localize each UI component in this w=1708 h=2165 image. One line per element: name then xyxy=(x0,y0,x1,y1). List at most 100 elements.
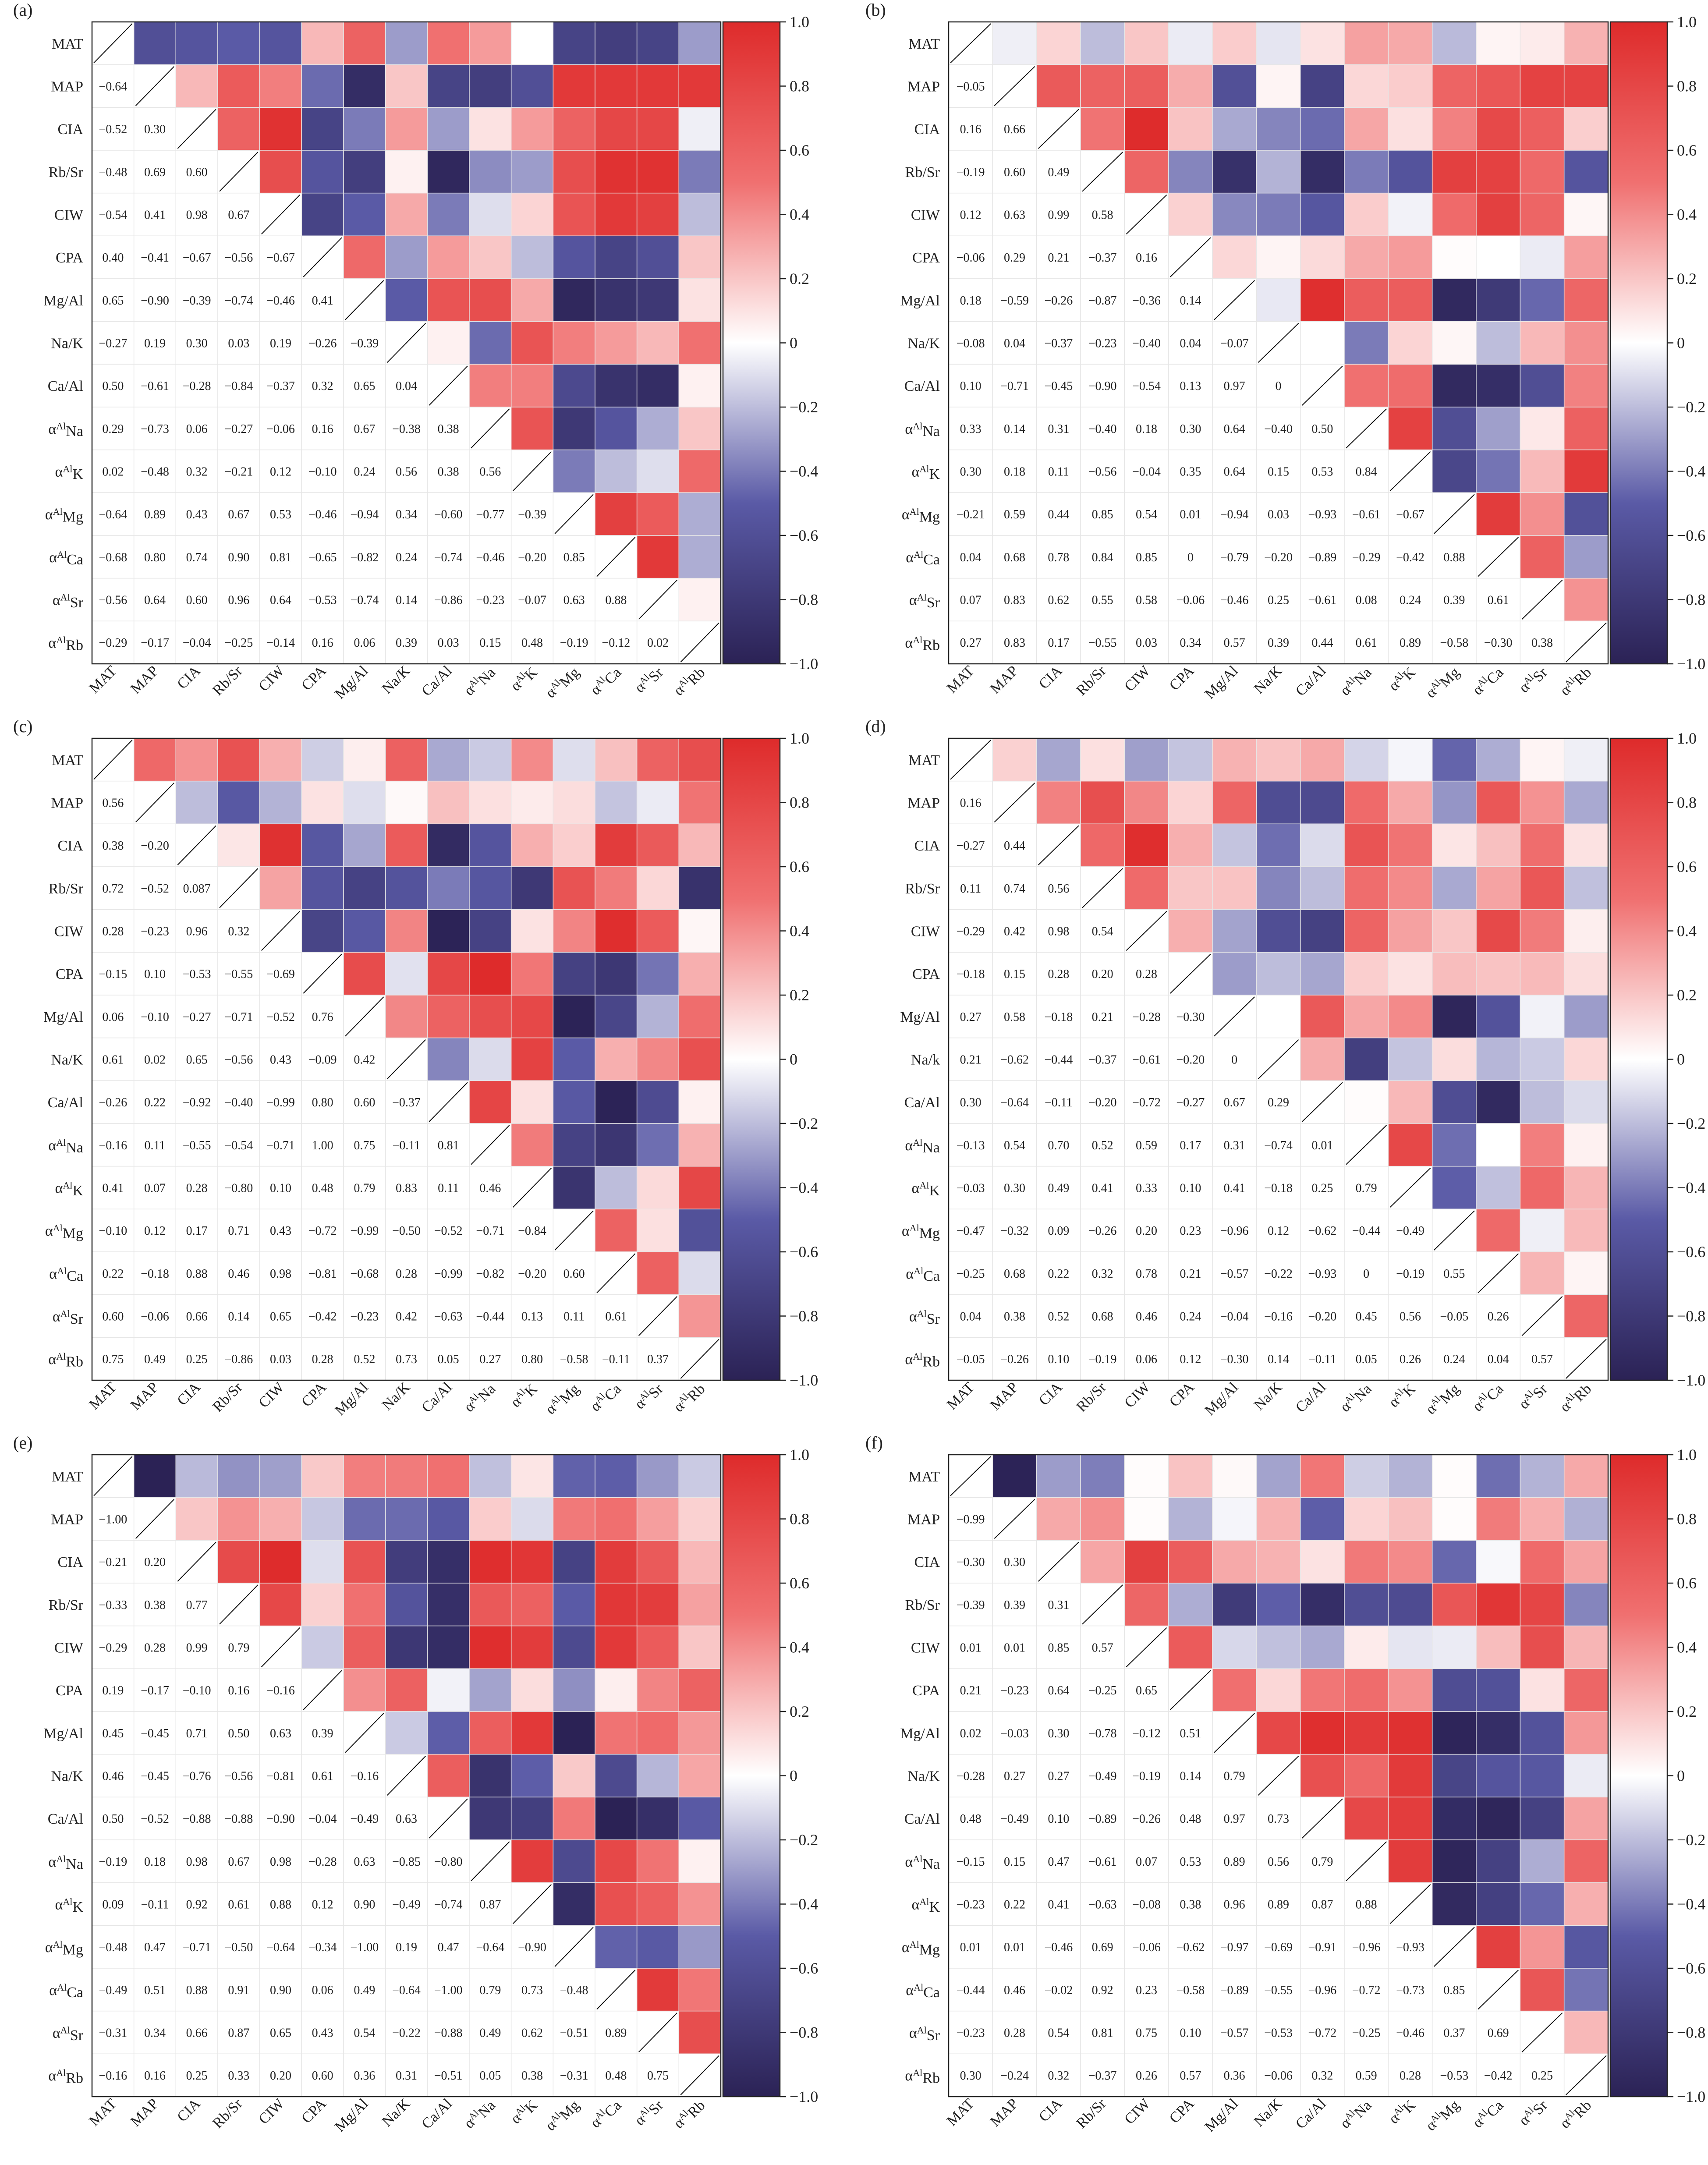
heatmap-color-cell xyxy=(469,1796,512,1840)
heatmap-value-cell xyxy=(92,1839,135,1883)
heatmap-color-cell xyxy=(1212,909,1257,953)
correlation-value: 0.36 xyxy=(354,2069,375,2083)
correlation-value: −0.40 xyxy=(1264,422,1293,436)
column-label: αAlCa xyxy=(1469,663,1507,700)
diagonal-slash xyxy=(303,953,342,994)
row-label: αAlSr xyxy=(909,2025,940,2044)
heatmap-color-cell xyxy=(595,1839,638,1883)
correlation-value: 0.22 xyxy=(102,1267,124,1281)
correlation-value: 0.48 xyxy=(960,1812,982,1826)
heatmap-color-cell xyxy=(217,1454,260,1498)
correlation-value: 0.49 xyxy=(479,2027,501,2040)
heatmap-value-cell xyxy=(133,1251,177,1295)
heatmap-value-cell xyxy=(1300,1882,1345,1926)
heatmap-color-cell xyxy=(1344,150,1389,194)
correlation-value: 0.99 xyxy=(1048,209,1069,222)
correlation-value: 0.32 xyxy=(186,465,208,479)
heatmap-color-cell xyxy=(343,235,386,279)
heatmap-color-cell xyxy=(1300,780,1345,825)
correlation-value: 0.24 xyxy=(1400,594,1421,607)
correlation-value: 0.39 xyxy=(396,636,417,650)
correlation-value: 0.04 xyxy=(396,379,417,393)
heatmap-color-cell xyxy=(636,1882,680,1926)
correlation-value: 0.24 xyxy=(1180,1310,1201,1324)
heatmap-value-cell xyxy=(1388,1251,1433,1295)
heatmap-color-cell xyxy=(1388,780,1433,825)
row-label: αAlRb xyxy=(48,634,83,653)
heatmap-value-cell xyxy=(1036,1251,1081,1295)
heatmap-color-cell xyxy=(1388,823,1433,867)
heatmap-value-cell xyxy=(92,1294,135,1338)
heatmap-color-cell xyxy=(343,952,386,996)
diagonal-slash xyxy=(1126,194,1167,235)
heatmap-color-cell xyxy=(175,1497,218,1541)
colorbar-tick-label: 0 xyxy=(790,1051,797,1068)
heatmap-color-cell xyxy=(1476,1540,1521,1584)
correlation-value: 0.64 xyxy=(1224,422,1245,436)
correlation-value: 0.39 xyxy=(1004,1598,1025,1612)
colorbar-tick-label: −0.6 xyxy=(790,1243,818,1261)
correlation-value: 0.98 xyxy=(186,1855,208,1869)
row-label: Rb/Sr xyxy=(49,881,84,897)
heatmap-color-cell xyxy=(1563,2010,1609,2055)
panel-label: (a) xyxy=(13,0,32,20)
heatmap-color-cell xyxy=(678,192,721,237)
heatmap-color-cell xyxy=(1388,321,1433,365)
heatmap-color-cell xyxy=(343,1583,386,1626)
heatmap-color-cell xyxy=(1520,235,1565,279)
correlation-value: 0.57 xyxy=(1180,2069,1201,2083)
heatmap-color-cell xyxy=(469,1583,512,1626)
correlation-value: −0.05 xyxy=(1440,1310,1468,1324)
heatmap-color-cell xyxy=(1520,1711,1565,1755)
column-label: αAlCa xyxy=(1469,2095,1507,2133)
heatmap-color-cell xyxy=(678,1839,721,1883)
diagonal-slash xyxy=(1214,1713,1255,1753)
heatmap-value-cell xyxy=(385,407,428,450)
heatmap-value-cell xyxy=(217,1796,260,1840)
heatmap-color-cell xyxy=(1563,107,1609,151)
correlation-value: 0.56 xyxy=(1268,1855,1289,1869)
heatmap-color-cell xyxy=(1344,107,1389,151)
heatmap-color-cell xyxy=(510,1080,554,1124)
column-label: αAlNa xyxy=(1337,1379,1375,1417)
correlation-value: 0.38 xyxy=(521,2069,543,2083)
heatmap-color-cell xyxy=(510,21,554,65)
colorbar-tick-label: −0.6 xyxy=(1677,527,1705,544)
heatmap-value-cell xyxy=(553,1337,595,1381)
heatmap-color-cell xyxy=(1212,866,1257,910)
heatmap-color-cell xyxy=(510,1497,554,1541)
correlation-value: −0.18 xyxy=(141,1267,169,1281)
correlation-value: 0.78 xyxy=(1136,1267,1157,1281)
heatmap-color-cell xyxy=(595,21,638,65)
correlation-value: 0.46 xyxy=(228,1267,249,1281)
heatmap-color-cell xyxy=(259,107,302,151)
heatmap-value-cell xyxy=(992,620,1037,664)
correlation-value: −0.26 xyxy=(1000,1353,1029,1366)
colorbar-tick-label: 0.6 xyxy=(790,858,809,875)
correlation-value: −0.19 xyxy=(99,1855,127,1869)
heatmap-value-cell xyxy=(1124,1337,1169,1381)
heatmap-color-cell xyxy=(343,21,386,65)
heatmap-value-cell xyxy=(992,2010,1037,2055)
correlation-value: 0.28 xyxy=(1048,967,1069,981)
heatmap-value-cell xyxy=(1124,952,1169,996)
correlation-value: 0 xyxy=(1231,1053,1237,1067)
heatmap-value-cell xyxy=(217,535,260,579)
heatmap-color-cell xyxy=(678,1925,721,1969)
correlation-value: 0.66 xyxy=(1004,123,1025,136)
correlation-value: 0.41 xyxy=(144,209,166,222)
diagonal-slash xyxy=(1521,579,1563,620)
correlation-value: −0.30 xyxy=(1220,1353,1249,1366)
correlation-value: −0.94 xyxy=(1220,508,1249,521)
heatmap-value-cell xyxy=(948,1796,993,1840)
heatmap-color-cell xyxy=(1432,1454,1477,1498)
heatmap-color-cell xyxy=(1300,64,1345,108)
heatmap-color-cell xyxy=(1520,1454,1565,1498)
heatmap-value-cell xyxy=(175,449,218,493)
correlation-value: −0.06 xyxy=(1176,594,1205,607)
heatmap-value-cell xyxy=(948,1925,993,1969)
heatmap-color-cell xyxy=(1300,150,1345,194)
heatmap-panel: (a)−0.64−0.52 0.30−0.48 0.69 0.60−0.54 0.41 0… xyxy=(13,0,818,703)
correlation-value: 0.49 xyxy=(144,1353,166,1366)
heatmap-color-cell xyxy=(469,780,512,825)
